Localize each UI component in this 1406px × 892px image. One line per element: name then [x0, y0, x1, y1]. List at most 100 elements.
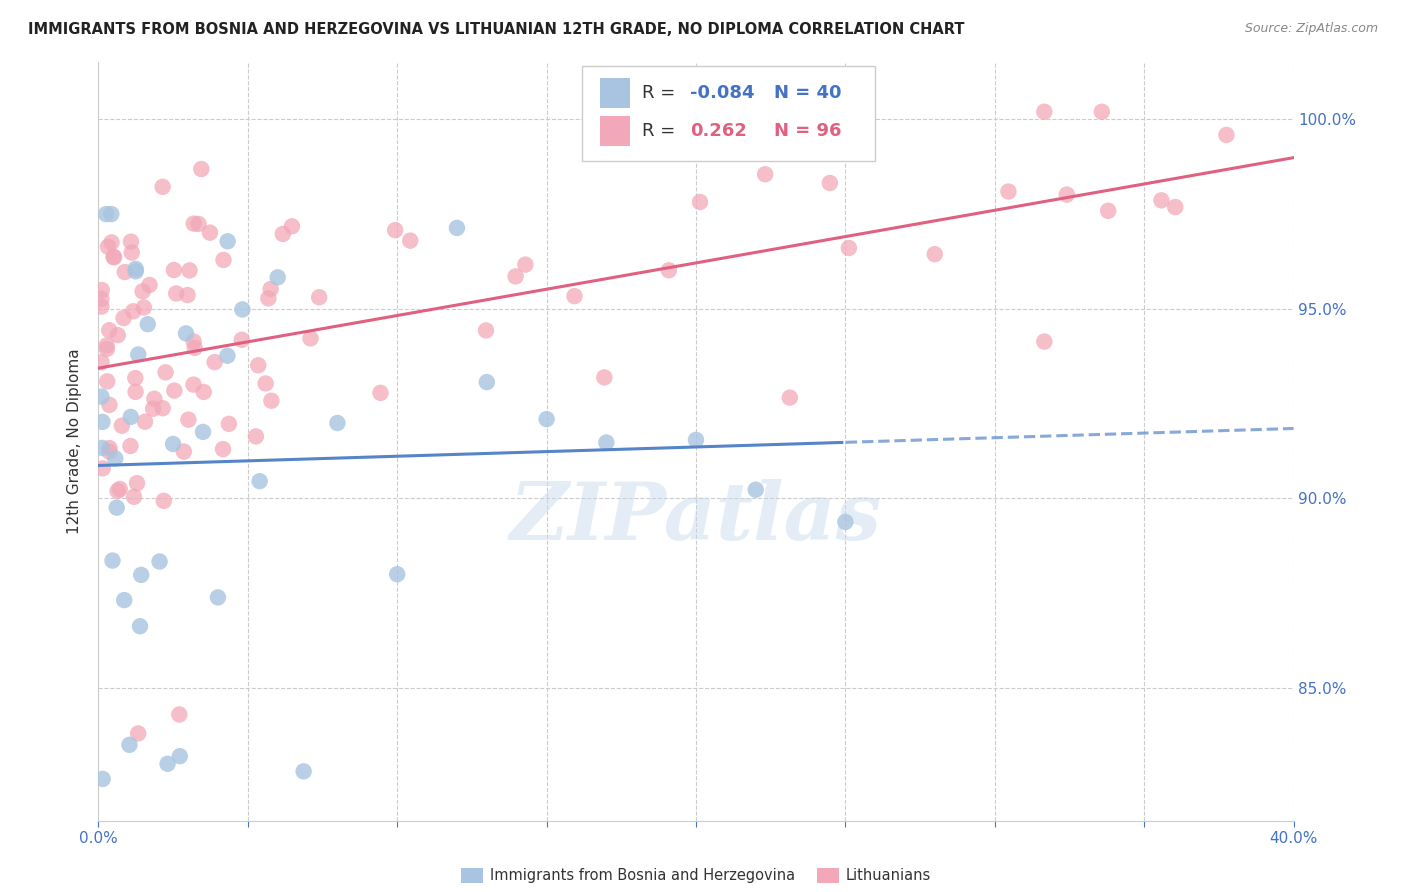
Text: R =: R =: [643, 84, 681, 102]
Point: [249, 474, 271, 488]
Point: [326, 416, 349, 430]
Point: [129, 619, 152, 633]
Point: [257, 291, 280, 305]
Point: [98, 398, 121, 412]
Point: [593, 370, 616, 384]
Point: [91, 772, 114, 786]
Point: [184, 341, 207, 355]
Point: [91, 415, 114, 429]
Point: [108, 482, 131, 496]
Point: [120, 439, 142, 453]
Point: [536, 412, 558, 426]
Point: [204, 355, 226, 369]
Point: [148, 555, 170, 569]
Point: [163, 384, 186, 398]
Point: [207, 591, 229, 605]
Point: [163, 263, 186, 277]
Point: [169, 707, 191, 722]
Y-axis label: 12th Grade, No Diploma: 12th Grade, No Diploma: [67, 349, 83, 534]
Text: N = 40: N = 40: [773, 84, 841, 102]
Point: [114, 265, 136, 279]
Point: [101, 553, 124, 567]
Point: [112, 593, 135, 607]
Point: [475, 323, 498, 337]
Point: [385, 567, 409, 582]
Point: [267, 270, 290, 285]
Point: [231, 302, 253, 317]
Point: [1097, 203, 1119, 218]
Point: [754, 167, 776, 181]
Point: [103, 250, 125, 264]
Point: [924, 247, 946, 261]
Point: [90, 283, 112, 297]
Point: [125, 261, 148, 276]
Point: [190, 162, 212, 177]
Point: [90, 390, 112, 404]
Point: [1164, 200, 1187, 214]
Point: [505, 269, 527, 284]
Point: [111, 418, 134, 433]
Point: [98, 445, 121, 459]
Point: [131, 285, 153, 299]
Point: [125, 476, 148, 491]
Text: Source: ZipAtlas.com: Source: ZipAtlas.com: [1244, 22, 1378, 36]
Point: [173, 444, 195, 458]
Point: [245, 429, 267, 443]
Point: [1150, 194, 1173, 208]
Point: [299, 331, 322, 345]
Point: [689, 194, 711, 209]
Point: [191, 425, 214, 439]
Point: [98, 323, 121, 337]
Point: [122, 304, 145, 318]
Point: [127, 726, 149, 740]
Point: [107, 483, 129, 498]
Point: [217, 235, 239, 249]
Point: [254, 376, 277, 391]
Point: [96, 375, 118, 389]
Point: [212, 252, 235, 267]
Point: [165, 286, 187, 301]
Point: [308, 290, 330, 304]
Point: [179, 263, 201, 277]
Point: [564, 289, 586, 303]
Point: [118, 738, 141, 752]
Point: [152, 401, 174, 416]
FancyBboxPatch shape: [600, 115, 630, 145]
Point: [156, 756, 179, 771]
Point: [91, 441, 114, 455]
Point: [818, 176, 841, 190]
Point: [125, 264, 148, 278]
Point: [176, 288, 198, 302]
Point: [1215, 128, 1237, 142]
Point: [98, 441, 121, 455]
Point: [446, 220, 468, 235]
Point: [124, 371, 146, 385]
Point: [152, 179, 174, 194]
Point: [124, 384, 146, 399]
Text: 0.262: 0.262: [690, 121, 747, 140]
Point: [104, 451, 127, 466]
Legend: Immigrants from Bosnia and Herzegovina, Lithuanians: Immigrants from Bosnia and Herzegovina, …: [456, 862, 936, 889]
Point: [143, 392, 166, 406]
FancyBboxPatch shape: [600, 78, 630, 108]
Point: [260, 282, 283, 296]
Text: ZIPatlas: ZIPatlas: [510, 479, 882, 556]
Point: [281, 219, 304, 234]
Point: [91, 461, 114, 475]
Point: [218, 417, 240, 431]
Point: [658, 263, 681, 277]
Text: R =: R =: [643, 121, 681, 140]
Point: [122, 490, 145, 504]
Point: [105, 500, 128, 515]
Point: [271, 227, 294, 241]
Point: [475, 375, 498, 389]
Point: [183, 334, 205, 349]
Text: N = 96: N = 96: [773, 121, 841, 140]
Point: [155, 365, 177, 379]
Point: [515, 258, 537, 272]
Point: [183, 377, 205, 392]
Point: [1033, 104, 1056, 119]
Point: [838, 241, 860, 255]
Text: -0.084: -0.084: [690, 84, 755, 102]
Point: [96, 338, 118, 352]
